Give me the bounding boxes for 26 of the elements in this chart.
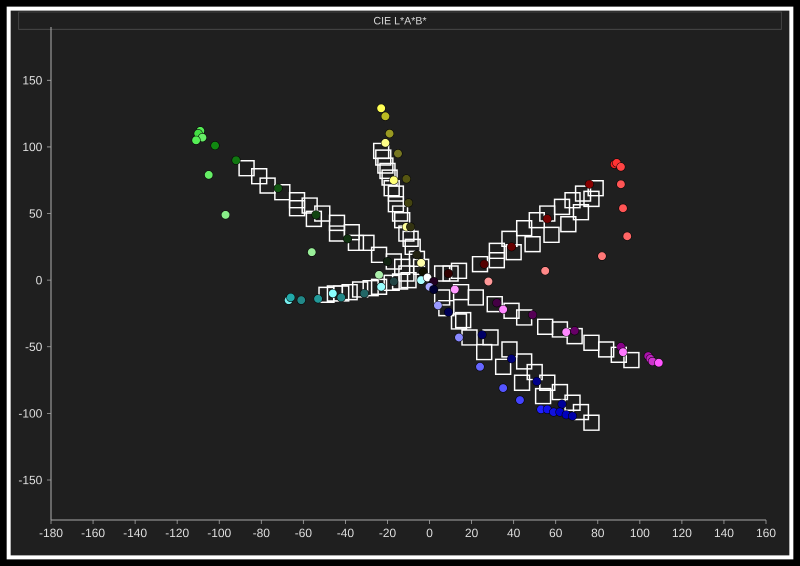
x-tick-label: 40 [507, 528, 520, 538]
x-tick-label: 160 [756, 528, 776, 538]
x-tick-label: 100 [630, 528, 650, 538]
x-tick-label: -180 [40, 528, 62, 538]
x-tick-label: 140 [714, 528, 734, 538]
x-tick-label: -80 [253, 528, 270, 538]
x-tick-label: -100 [208, 528, 231, 538]
x-tick-label: 80 [592, 528, 604, 538]
y-tick-label: -150 [18, 476, 42, 484]
y-tick-label: 50 [29, 209, 42, 218]
y-tick-label: 100 [23, 142, 42, 152]
y-tick-label: 150 [23, 76, 42, 85]
x-tick-label: 120 [672, 528, 692, 538]
chart-title: CIE L*A*B* [374, 16, 426, 24]
y-tick-label: -100 [18, 409, 42, 418]
x-tick-label: -40 [337, 528, 354, 538]
x-tick-label: 60 [550, 528, 562, 538]
x-tick-label: 0 [426, 528, 432, 538]
x-tick-label: -160 [82, 528, 105, 538]
x-tick-label: -20 [379, 528, 396, 538]
x-tick-label: -120 [166, 528, 189, 538]
y-tick-label: -50 [26, 342, 42, 352]
x-tick-label: 20 [466, 528, 478, 538]
y-tick-label: 0 [36, 276, 42, 284]
x-tick-label: -140 [124, 528, 147, 538]
x-tick-label: -60 [295, 528, 312, 538]
